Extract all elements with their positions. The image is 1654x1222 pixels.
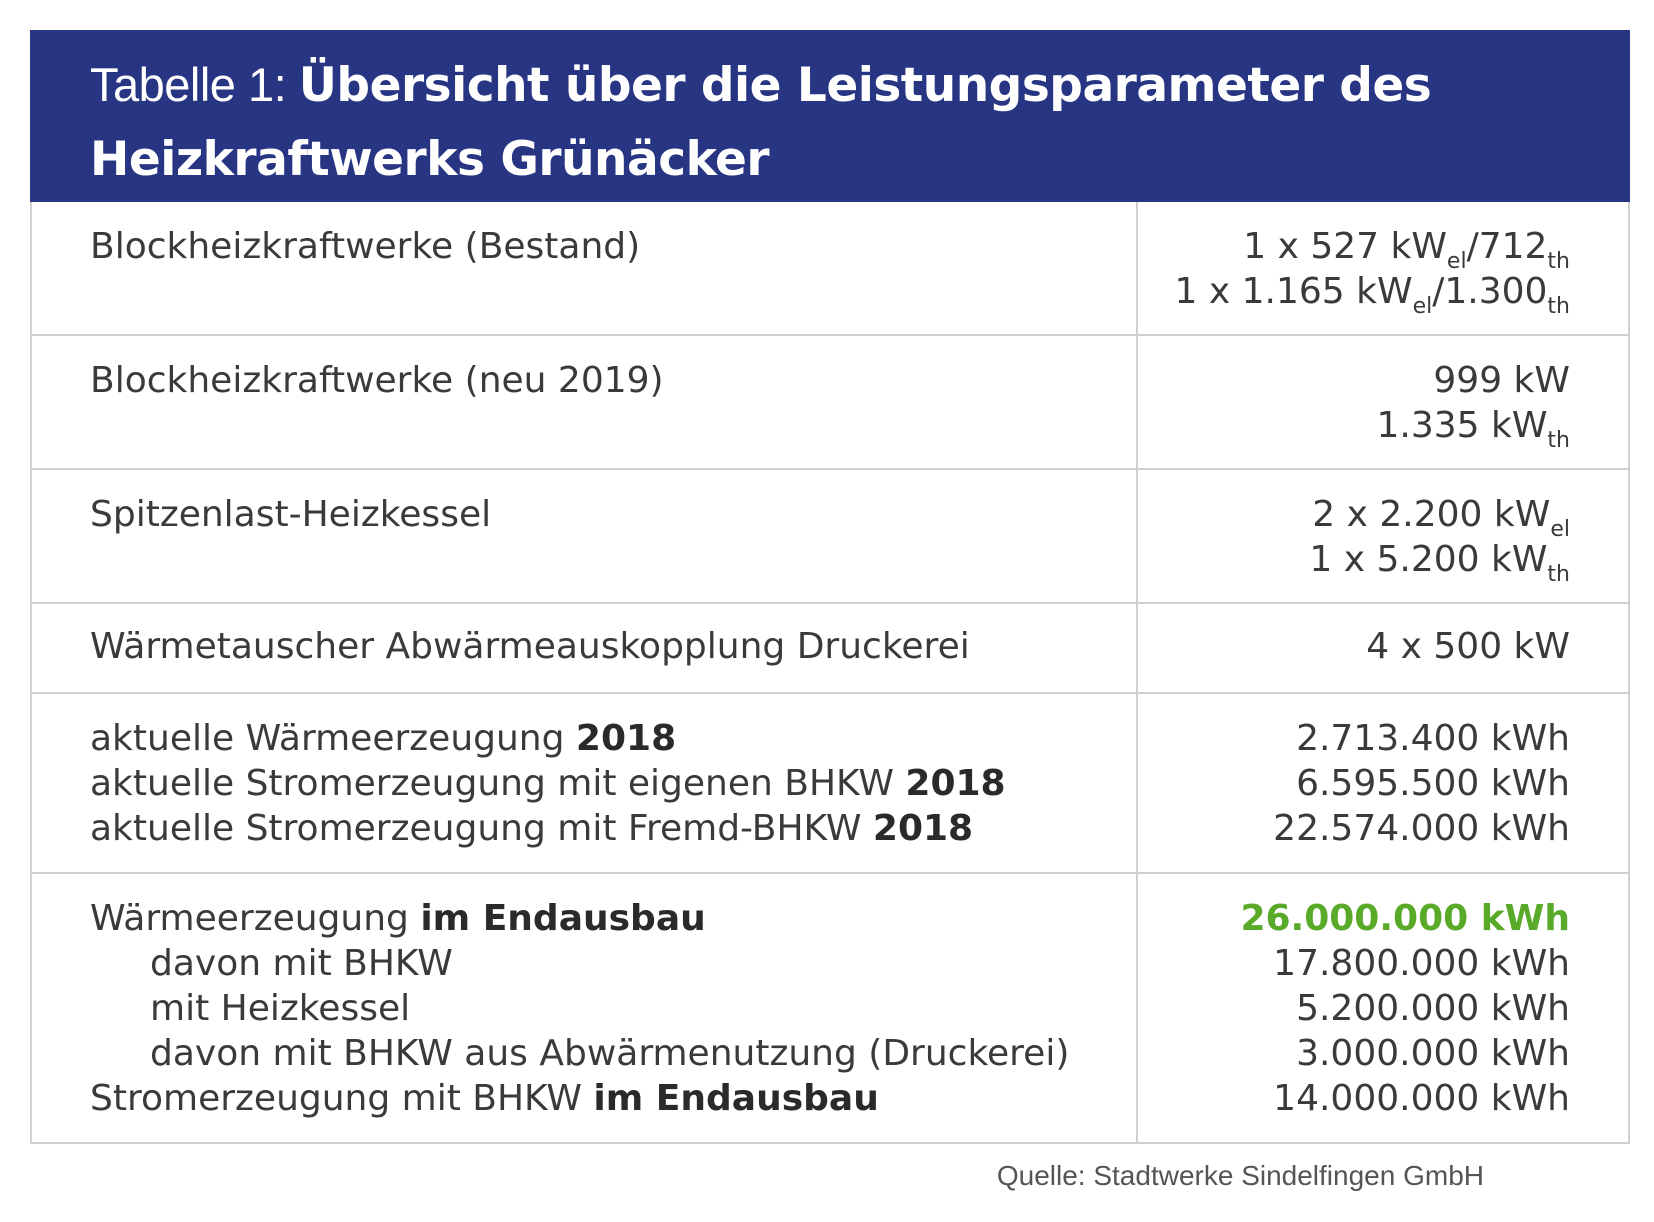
row-value: 4 x 500 kW — [1366, 626, 1570, 667]
row-value: 3.000.000 kWh — [1296, 1033, 1570, 1074]
row-label: Spitzenlast-Heizkessel — [90, 494, 492, 535]
parameter-table: Tabelle 1: Übersicht über die Leistungsp… — [30, 30, 1630, 1144]
row-label: davon mit BHKW — [150, 943, 453, 984]
row-label-cell: aktuelle Wärmeerzeugung 2018 aktuelle St… — [32, 694, 1138, 872]
row-label: davon mit BHKW aus Abwärmenutzung (Druck… — [150, 1033, 1070, 1074]
row-value: 1 x 527 kWel/712th — [1243, 226, 1570, 274]
row-label: Blockheizkraftwerke (neu 2019) — [90, 360, 664, 401]
row-value-cell: 4 x 500 kW — [1138, 604, 1628, 692]
table-row: Spitzenlast-Heizkessel 2 x 2.200 kWel 1 … — [32, 468, 1628, 602]
row-label: aktuelle Wärmeerzeugung 2018 — [90, 718, 677, 759]
row-value-cell: 2.713.400 kWh 6.595.500 kWh 22.574.000 k… — [1138, 694, 1628, 872]
row-label-cell: Spitzenlast-Heizkessel — [32, 470, 1138, 602]
row-value-cell: 26.000.000 kWh 17.800.000 kWh 5.200.000 … — [1138, 874, 1628, 1142]
row-label: Blockheizkraftwerke (Bestand) — [90, 226, 641, 267]
source-caption: Quelle: Stadtwerke Sindelfingen GmbH — [996, 1160, 1484, 1191]
table-row: Blockheizkraftwerke (Bestand) 1 x 527 kW… — [32, 202, 1628, 334]
row-label: Wärmeerzeugung im Endausbau — [90, 898, 706, 939]
row-value-cell: 2 x 2.200 kWel 1 x 5.200 kWth — [1138, 470, 1628, 602]
row-label-cell: Wärmetauscher Abwärmeauskopplung Drucker… — [32, 604, 1138, 692]
row-value: 1 x 1.165 kWel/1.300th — [1174, 271, 1570, 319]
row-value: 2.713.400 kWh — [1296, 718, 1570, 759]
table-title-line2: Heizkraftwerks Grünäcker — [90, 132, 770, 187]
row-value: 2 x 2.200 kWel — [1312, 494, 1570, 542]
table-row: aktuelle Wärmeerzeugung 2018 aktuelle St… — [32, 692, 1628, 872]
row-value: 22.574.000 kWh — [1273, 808, 1570, 849]
table-number: Tabelle 1: — [90, 58, 299, 111]
highlight-value: 26.000.000 kWh — [1240, 898, 1570, 939]
row-value: 999 kW — [1433, 360, 1570, 401]
row-label: aktuelle Stromerzeugung mit eigenen BHKW… — [90, 763, 1006, 804]
row-label-cell: Blockheizkraftwerke (Bestand) — [32, 202, 1138, 334]
table-header: Tabelle 1: Übersicht über die Leistungsp… — [30, 30, 1630, 202]
row-value-cell: 1 x 527 kWel/712th 1 x 1.165 kWel/1.300t… — [1138, 202, 1628, 334]
row-value: 5.200.000 kWh — [1296, 988, 1570, 1029]
row-label: aktuelle Stromerzeugung mit Fremd-BHKW 2… — [90, 808, 974, 849]
row-value: 17.800.000 kWh — [1273, 943, 1570, 984]
table-row: Wärmeerzeugung im Endausbau davon mit BH… — [32, 872, 1628, 1142]
row-label: Stromerzeugung mit BHKW im Endausbau — [90, 1078, 879, 1119]
row-label-cell: Wärmeerzeugung im Endausbau davon mit BH… — [32, 874, 1138, 1142]
row-value: 1 x 5.200 kWth — [1309, 539, 1570, 587]
row-value: 1.335 kWth — [1376, 405, 1570, 453]
row-label: mit Heizkessel — [150, 988, 411, 1029]
row-value: 14.000.000 kWh — [1273, 1078, 1570, 1119]
table-row: Wärmetauscher Abwärmeauskopplung Drucker… — [32, 602, 1628, 692]
table-row: Blockheizkraftwerke (neu 2019) 999 kW 1.… — [32, 334, 1628, 468]
table-title-line1: Übersicht über die Leistungsparameter de… — [298, 58, 1432, 113]
row-label-cell: Blockheizkraftwerke (neu 2019) — [32, 336, 1138, 468]
row-value-cell: 999 kW 1.335 kWth — [1138, 336, 1628, 468]
table-body: Blockheizkraftwerke (Bestand) 1 x 527 kW… — [30, 202, 1630, 1144]
row-label: Wärmetauscher Abwärmeauskopplung Drucker… — [90, 626, 970, 667]
row-value: 6.595.500 kWh — [1296, 763, 1570, 804]
